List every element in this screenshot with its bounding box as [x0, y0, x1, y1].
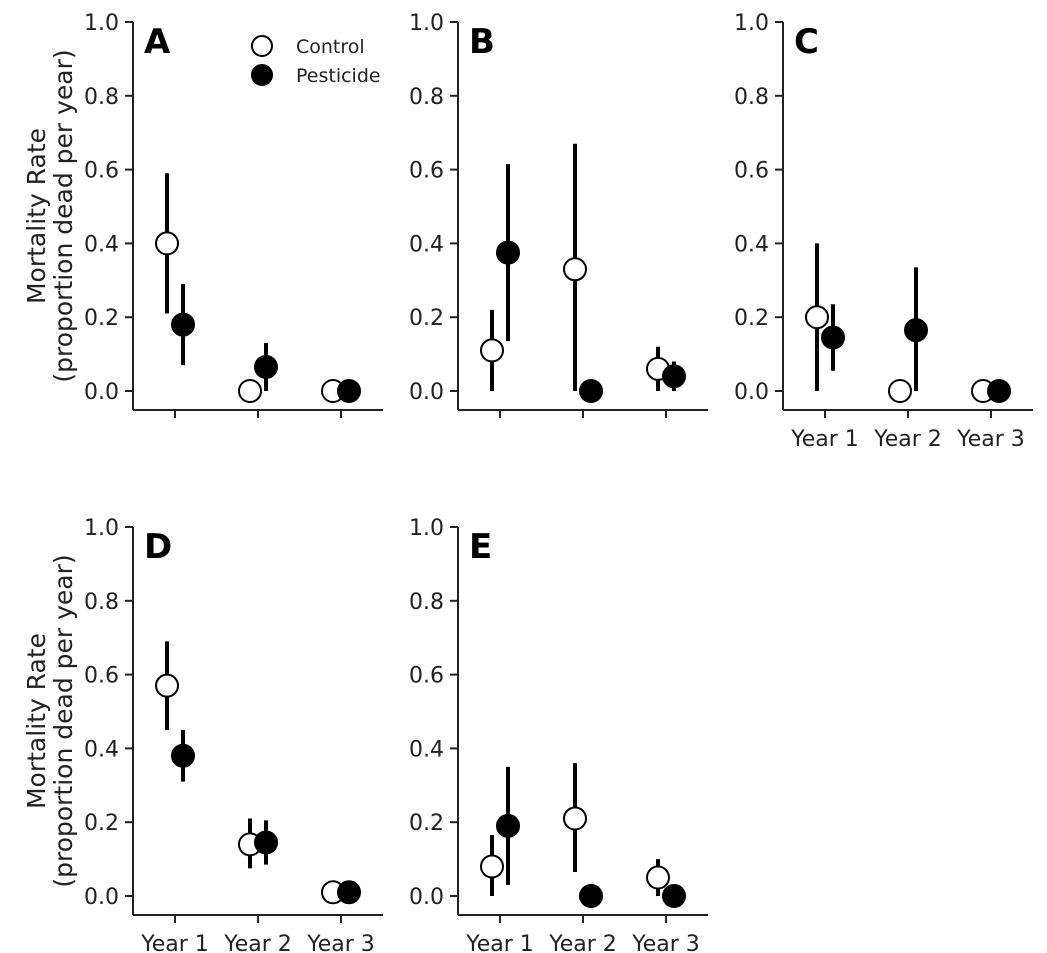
y-tick-label: 0.2	[409, 811, 444, 836]
y-tick-label: 0.0	[84, 380, 119, 405]
panel-d: 0.0 0.2 0.4 0.6 0.8 1.0 Year 1 Year 2 Year 3 D Mor…	[22, 516, 383, 953]
x-tick-label: Year 1	[465, 932, 534, 953]
y-tick-label: 1.0	[734, 11, 769, 36]
point-pesticide	[254, 830, 278, 855]
y-tick-label: 0.0	[409, 885, 444, 910]
y-tick-label: 1.0	[409, 516, 444, 541]
y-axis-title: Mortality Rate	[22, 128, 51, 304]
x-tick-label: Year 1	[140, 932, 209, 953]
y-tick-label: 0.0	[734, 380, 769, 405]
y-tick-label: 0.2	[734, 306, 769, 331]
point-pesticide	[579, 884, 603, 908]
legend-label: Pesticide	[296, 65, 381, 87]
y-tick-label: 0.0	[84, 885, 119, 910]
x-tick-label: Year 3	[631, 932, 700, 953]
panel-label: C	[794, 22, 819, 62]
point-pesticide	[904, 318, 928, 343]
y-tick-label: 0.6	[409, 159, 444, 184]
y-axis-subtitle: (proportion dead per year)	[49, 554, 78, 887]
point-control	[480, 338, 504, 363]
y-tick-label: 0.2	[84, 306, 119, 331]
point-control	[480, 854, 504, 879]
point-pesticide	[987, 379, 1011, 403]
x-tick-label: Year 2	[548, 932, 617, 953]
y-tick-label: 1.0	[84, 516, 119, 541]
panel-label: B	[469, 22, 495, 62]
point-pesticide	[496, 240, 520, 265]
point-control	[646, 865, 670, 890]
y-tick-label: 0.4	[409, 232, 444, 257]
legend-marker-control	[251, 35, 273, 57]
panel-label: D	[144, 527, 172, 567]
y-tick-label: 0.6	[734, 159, 769, 184]
y-axis-subtitle: (proportion dead per year)	[49, 49, 78, 382]
x-tick-label: Year 3	[306, 932, 375, 953]
y-tick-label: 1.0	[84, 11, 119, 36]
point-control	[563, 257, 587, 282]
point-control	[888, 379, 912, 403]
y-tick-label: 0.4	[84, 737, 119, 762]
legend: Control Pesticide	[251, 35, 381, 87]
y-tick-label: 1.0	[409, 11, 444, 36]
point-control	[238, 379, 262, 403]
panel-label: A	[144, 22, 171, 62]
point-pesticide	[337, 880, 361, 905]
y-tick-label: 0.4	[409, 737, 444, 762]
point-control	[805, 305, 829, 330]
panel-a: 0.0 0.2 0.4 0.6 0.8 1.0 A Mortality Rate(propor…	[22, 11, 383, 418]
point-control	[155, 673, 179, 698]
panel-label: E	[469, 527, 492, 567]
point-pesticide	[496, 813, 520, 838]
y-tick-label: 0.2	[409, 306, 444, 331]
point-pesticide	[337, 379, 361, 403]
point-pesticide	[662, 884, 686, 908]
point-pesticide	[171, 743, 195, 768]
panel-e: 0.0 0.2 0.4 0.6 0.8 1.0 Year 1 Year 2 Year 3 E	[409, 516, 708, 953]
y-tick-label: 0.8	[84, 85, 119, 110]
y-tick-label: 0.6	[84, 159, 119, 184]
point-control	[155, 231, 179, 256]
y-tick-label: 0.8	[409, 85, 444, 110]
point-pesticide	[254, 355, 278, 380]
y-axis-title: Mortality Rate	[22, 633, 51, 809]
y-tick-label: 0.6	[84, 664, 119, 689]
y-tick-label: 0.6	[409, 664, 444, 689]
point-pesticide	[171, 312, 195, 337]
panel-b: 0.0 0.2 0.4 0.6 0.8 1.0 B	[409, 11, 708, 418]
y-tick-label: 0.2	[84, 811, 119, 836]
legend-marker-pesticide	[251, 64, 273, 86]
y-tick-label: 0.4	[84, 232, 119, 257]
x-tick-label: Year 3	[956, 427, 1025, 452]
panel-c: 0.0 0.2 0.4 0.6 0.8 1.0 Year 1 Year 2 Year 3 C	[734, 11, 1033, 452]
point-control	[563, 806, 587, 831]
point-pesticide	[579, 379, 603, 403]
y-tick-label: 0.8	[409, 590, 444, 615]
legend-label: Control	[296, 36, 365, 58]
point-pesticide	[821, 325, 845, 350]
x-tick-label: Year 1	[790, 427, 859, 452]
y-tick-label: 0.8	[734, 85, 769, 110]
y-tick-label: 0.4	[734, 232, 769, 257]
point-pesticide	[662, 364, 686, 389]
x-tick-label: Year 2	[223, 932, 292, 953]
y-tick-label: 0.8	[84, 590, 119, 615]
x-tick-label: Year 2	[873, 427, 942, 452]
y-tick-label: 0.0	[409, 380, 444, 405]
